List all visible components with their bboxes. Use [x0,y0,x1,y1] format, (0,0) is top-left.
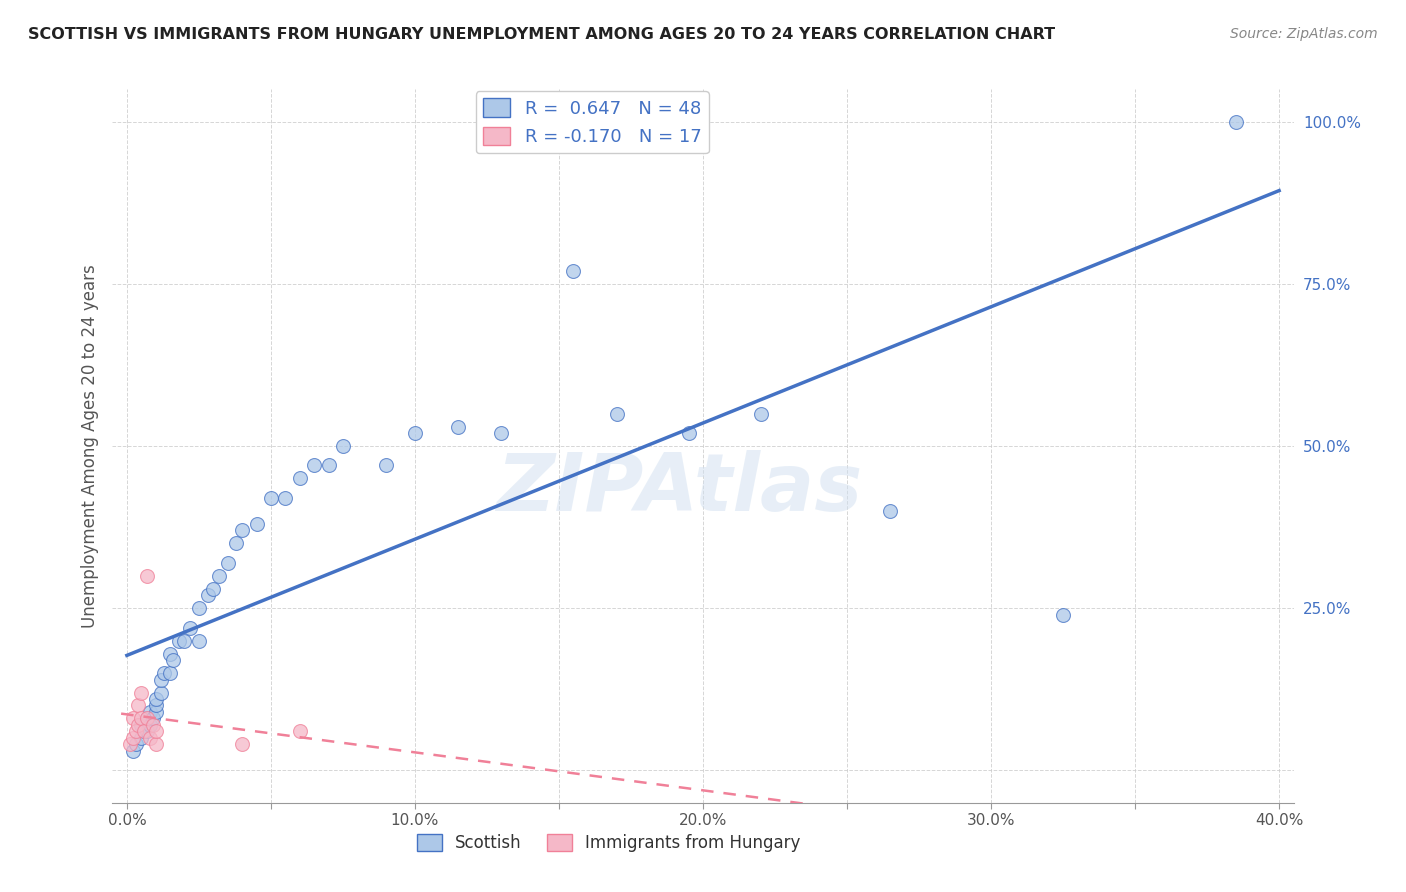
Point [139,731,162,745]
Point [187,633,209,648]
Point [375,458,398,473]
Point [332,439,354,453]
Point [121,711,143,725]
Point [153,666,176,681]
Point [260,491,283,505]
Point [150,685,173,699]
Point [288,724,311,739]
Point [187,601,209,615]
Point [217,556,239,570]
Point [302,458,325,473]
Point [179,621,201,635]
Point [231,738,253,752]
Point [129,731,152,745]
Point [124,738,146,752]
Point [121,744,143,758]
Point [274,491,297,505]
Point [127,698,149,713]
Text: Source: ZipAtlas.com: Source: ZipAtlas.com [1230,27,1378,41]
Point [139,705,162,719]
Point [749,407,772,421]
Point [139,718,162,732]
Text: ZIPAtlas: ZIPAtlas [496,450,862,528]
Point [167,633,190,648]
Legend: Scottish, Immigrants from Hungary: Scottish, Immigrants from Hungary [411,827,807,859]
Point [197,588,219,602]
Point [136,724,159,739]
Point [129,711,152,725]
Point [208,568,231,582]
Point [879,504,901,518]
Point [136,568,159,582]
Point [173,633,195,648]
Point [145,738,167,752]
Point [159,647,181,661]
Y-axis label: Unemployment Among Ages 20 to 24 years: Unemployment Among Ages 20 to 24 years [80,264,98,628]
Point [678,425,700,440]
Point [447,419,470,434]
Point [231,524,253,538]
Point [404,425,426,440]
Point [136,711,159,725]
Point [288,471,311,485]
Point [127,718,149,732]
Point [202,582,225,596]
Point [225,536,247,550]
Point [145,724,167,739]
Point [142,711,165,725]
Point [245,516,267,531]
Point [145,692,167,706]
Point [136,711,159,725]
Point [1052,607,1074,622]
Point [318,458,340,473]
Point [159,666,181,681]
Point [142,718,165,732]
Text: SCOTTISH VS IMMIGRANTS FROM HUNGARY UNEMPLOYMENT AMONG AGES 20 TO 24 YEARS CORRE: SCOTTISH VS IMMIGRANTS FROM HUNGARY UNEM… [28,27,1056,42]
Point [491,425,513,440]
Point [124,724,146,739]
Point [145,698,167,713]
Point [150,673,173,687]
Point [606,407,628,421]
Point [134,724,156,739]
Point [121,731,143,745]
Point [145,705,167,719]
Point [162,653,184,667]
Point [118,738,141,752]
Point [134,724,156,739]
Point [1225,114,1247,128]
Point [129,718,152,732]
Point [129,685,152,699]
Point [562,264,585,278]
